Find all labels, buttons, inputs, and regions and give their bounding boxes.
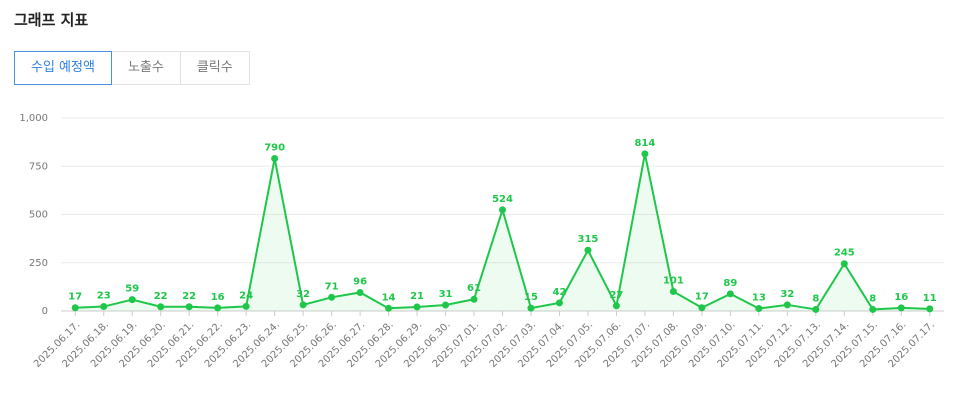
- value-label: 8: [869, 293, 876, 304]
- value-label: 245: [834, 248, 855, 259]
- point: [157, 303, 165, 311]
- section-title: 그래프 지표: [14, 11, 89, 29]
- value-label: 42: [553, 287, 567, 298]
- point: [299, 301, 307, 309]
- value-label: 15: [524, 292, 538, 303]
- point: [527, 304, 535, 312]
- value-label: 71: [325, 281, 339, 292]
- point: [669, 288, 677, 296]
- value-label: 27: [609, 290, 623, 301]
- area: [75, 153, 930, 311]
- value-label: 96: [353, 276, 367, 287]
- value-label: 59: [125, 284, 139, 295]
- point: [869, 305, 877, 313]
- value-label: 22: [182, 291, 196, 302]
- value-label: 814: [634, 138, 655, 149]
- point: [442, 301, 450, 309]
- point: [242, 302, 250, 310]
- point: [356, 288, 364, 296]
- y-tick-label: 250: [29, 258, 48, 269]
- point: [185, 303, 193, 311]
- tab[interactable]: 수입 예정액: [14, 51, 112, 85]
- value-label: 24: [239, 290, 253, 301]
- value-label: 101: [663, 276, 684, 287]
- point: [271, 155, 279, 163]
- point: [413, 303, 421, 311]
- point: [840, 260, 848, 268]
- value-label: 31: [439, 289, 453, 300]
- value-label: 17: [695, 292, 709, 303]
- value-label: 315: [578, 234, 599, 245]
- point: [641, 150, 649, 158]
- point: [812, 305, 820, 313]
- value-label: 61: [467, 283, 481, 294]
- point: [726, 290, 734, 298]
- value-label: 89: [723, 278, 737, 289]
- value-label: 8: [812, 293, 819, 304]
- point: [755, 304, 763, 312]
- value-label: 524: [492, 194, 513, 205]
- value-label: 32: [780, 289, 794, 300]
- point: [470, 295, 478, 303]
- y-tick-label: 500: [29, 210, 48, 221]
- value-label: 23: [97, 291, 111, 302]
- point: [555, 299, 563, 307]
- point: [385, 304, 393, 312]
- y-tick-label: 750: [29, 161, 48, 172]
- value-label: 790: [264, 143, 285, 154]
- value-label: 16: [211, 292, 225, 303]
- value-label: 21: [410, 291, 424, 302]
- value-label: 32: [296, 289, 310, 300]
- point: [328, 293, 336, 301]
- value-label: 22: [154, 291, 168, 302]
- value-label: 14: [382, 292, 396, 303]
- point: [71, 304, 79, 312]
- value-label: 16: [894, 292, 908, 303]
- y-tick-label: 1,000: [19, 113, 48, 124]
- point: [926, 305, 934, 313]
- y-tick-label: 0: [42, 306, 48, 317]
- tab[interactable]: 클릭수: [179, 51, 250, 85]
- tab-bar: 수입 예정액 노출수 클릭수: [14, 51, 250, 85]
- point: [783, 301, 791, 309]
- point: [100, 303, 108, 311]
- point: [612, 302, 620, 310]
- point: [128, 296, 136, 304]
- value-label: 11: [923, 293, 937, 304]
- point: [214, 304, 222, 312]
- point: [897, 304, 905, 312]
- point: [499, 206, 506, 214]
- point: [584, 246, 592, 254]
- value-label: 17: [68, 292, 82, 303]
- value-label: 13: [752, 292, 766, 303]
- point: [698, 304, 706, 312]
